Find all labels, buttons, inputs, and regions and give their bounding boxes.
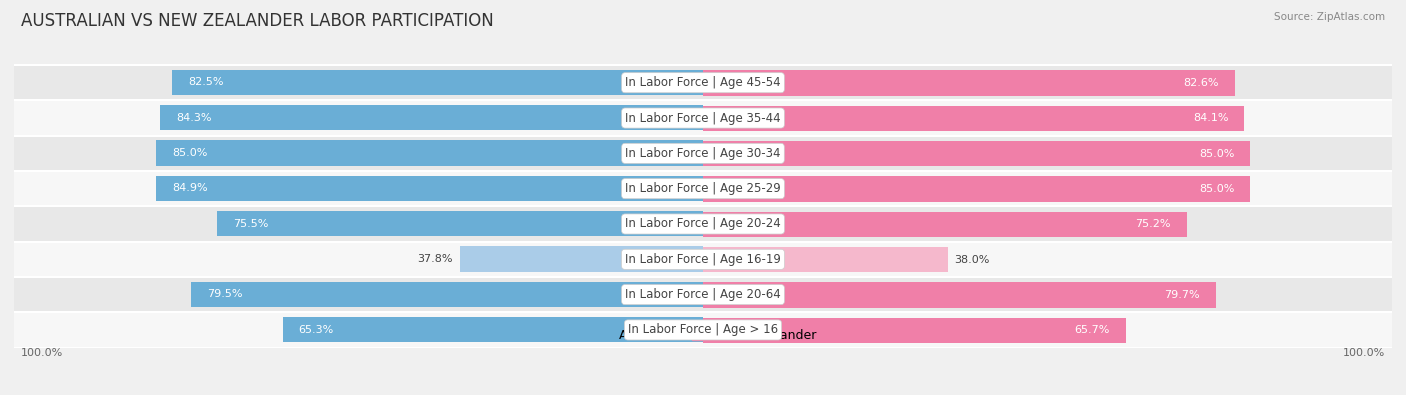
Bar — [217, 211, 703, 236]
Legend: Australian, New Zealander: Australian, New Zealander — [585, 324, 821, 347]
Text: 84.3%: 84.3% — [176, 113, 212, 123]
Bar — [703, 282, 1216, 308]
Text: In Labor Force | Age 16-19: In Labor Force | Age 16-19 — [626, 253, 780, 266]
Bar — [703, 247, 948, 273]
Bar — [14, 277, 1392, 312]
Text: In Labor Force | Age 25-29: In Labor Force | Age 25-29 — [626, 182, 780, 195]
Text: 79.7%: 79.7% — [1164, 290, 1201, 300]
Text: AUSTRALIAN VS NEW ZEALANDER LABOR PARTICIPATION: AUSTRALIAN VS NEW ZEALANDER LABOR PARTIC… — [21, 12, 494, 30]
Bar — [156, 176, 703, 201]
Text: 85.0%: 85.0% — [1199, 149, 1234, 159]
Text: In Labor Force | Age 30-34: In Labor Force | Age 30-34 — [626, 147, 780, 160]
Bar — [156, 140, 703, 166]
Text: 84.1%: 84.1% — [1192, 113, 1229, 123]
Text: 85.0%: 85.0% — [172, 148, 207, 158]
Bar — [703, 176, 1250, 202]
Text: 79.5%: 79.5% — [207, 289, 243, 299]
Bar — [172, 70, 703, 95]
Text: In Labor Force | Age 20-64: In Labor Force | Age 20-64 — [626, 288, 780, 301]
Text: 75.5%: 75.5% — [233, 219, 269, 229]
Text: In Labor Force | Age > 16: In Labor Force | Age > 16 — [628, 324, 778, 337]
Text: 100.0%: 100.0% — [21, 348, 63, 357]
Bar — [703, 106, 1244, 131]
Bar — [14, 171, 1392, 206]
Text: 82.5%: 82.5% — [188, 77, 224, 87]
Bar — [14, 65, 1392, 100]
Text: In Labor Force | Age 20-24: In Labor Force | Age 20-24 — [626, 218, 780, 231]
Text: 65.7%: 65.7% — [1074, 325, 1109, 335]
Bar — [703, 70, 1234, 96]
Text: 65.3%: 65.3% — [298, 325, 333, 335]
Bar — [14, 136, 1392, 171]
Bar — [160, 105, 703, 130]
Text: 85.0%: 85.0% — [1199, 184, 1234, 194]
Bar — [460, 246, 703, 272]
Text: 37.8%: 37.8% — [418, 254, 453, 264]
Text: In Labor Force | Age 35-44: In Labor Force | Age 35-44 — [626, 111, 780, 124]
Bar — [703, 212, 1187, 237]
Text: Source: ZipAtlas.com: Source: ZipAtlas.com — [1274, 12, 1385, 22]
Text: 100.0%: 100.0% — [1343, 348, 1385, 357]
Bar — [14, 206, 1392, 242]
Bar — [14, 242, 1392, 277]
Text: 84.9%: 84.9% — [173, 183, 208, 193]
Text: 38.0%: 38.0% — [955, 255, 990, 265]
Text: 82.6%: 82.6% — [1184, 78, 1219, 88]
Bar — [191, 282, 703, 307]
Bar — [14, 312, 1392, 348]
Text: 75.2%: 75.2% — [1136, 219, 1171, 229]
Bar — [703, 141, 1250, 166]
Bar — [703, 318, 1126, 343]
Bar — [14, 100, 1392, 136]
Bar — [283, 317, 703, 342]
Text: In Labor Force | Age 45-54: In Labor Force | Age 45-54 — [626, 76, 780, 89]
